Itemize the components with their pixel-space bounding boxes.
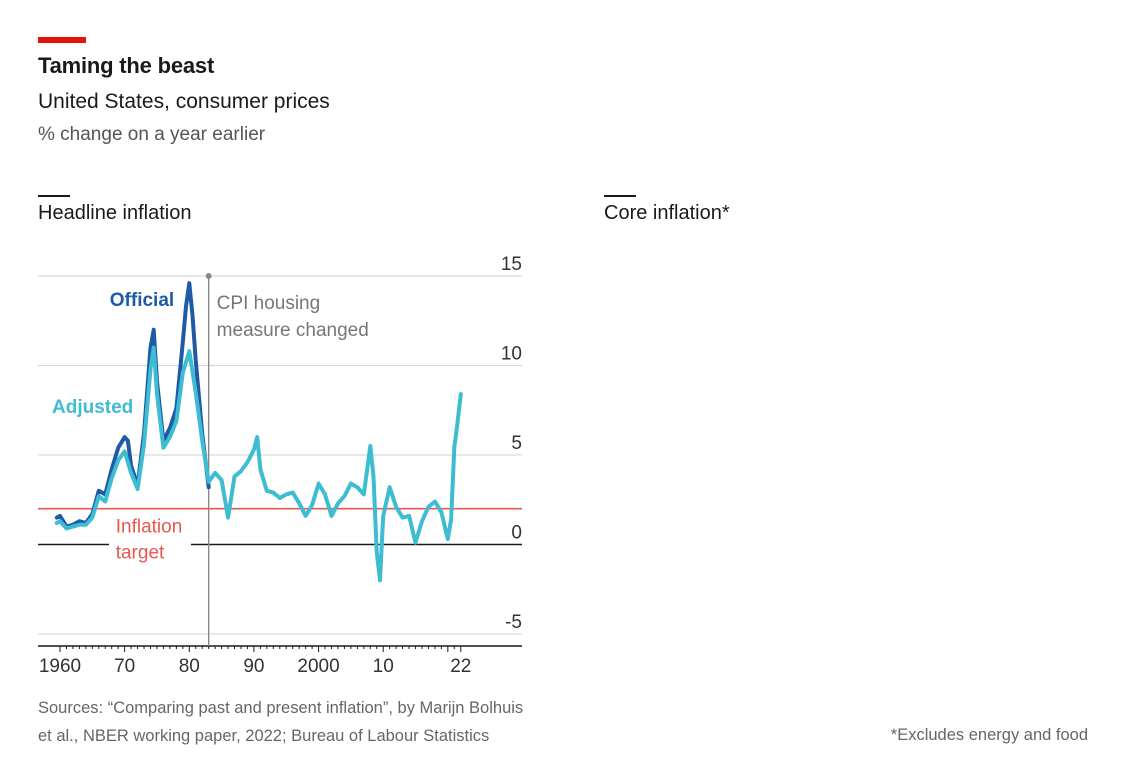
series-label-adjusted: Adjusted [52,397,133,418]
y-tick-label: 10 [501,344,522,365]
x-tick-label: 70 [114,656,135,675]
panel-marker-core [604,195,636,197]
headline-inflation-chart: 15 10 5 0 -5 1960 70 80 90 2000 10 22 CPI housing mea… [38,254,522,675]
panel-marker-headline [38,195,70,197]
y-tick-label: 0 [511,523,522,544]
y-tick-label: 15 [501,254,522,275]
panel-title-headline: Headline inflation [38,202,192,224]
x-tick-label: 1960 [39,656,81,675]
y-tick-label: -5 [505,612,522,633]
target-label-background [109,512,192,563]
panel-title-core: Core inflation* [604,202,730,224]
x-tick-label: 22 [450,656,471,675]
event-label: CPI housing [217,293,321,314]
target-label: Inflation [116,517,183,538]
event-label: measure changed [217,320,369,341]
source-note: Sources: “Comparing past and present inf… [38,694,598,750]
source-line-1: Sources: “Comparing past and present inf… [38,699,524,717]
footnote: *Excludes energy and food [890,726,1088,744]
y-tick-label: 5 [511,433,522,454]
x-tick-label: 2000 [297,656,339,675]
x-tick-label: 10 [373,656,394,675]
x-tick-label: 80 [179,656,200,675]
series-line-adjusted [54,345,463,583]
series-label-official: Official [110,290,174,311]
x-tick-label: 90 [243,656,264,675]
brand-bar [38,37,86,43]
chart-subtitle: United States, consumer prices [38,90,330,113]
source-line-2: et al., NBER working paper, 2022; Bureau… [38,727,490,745]
target-label: target [116,543,165,564]
event-marker [205,273,212,279]
chart-title: Taming the beast [38,53,215,78]
chart-unit: % change on a year earlier [38,124,266,145]
